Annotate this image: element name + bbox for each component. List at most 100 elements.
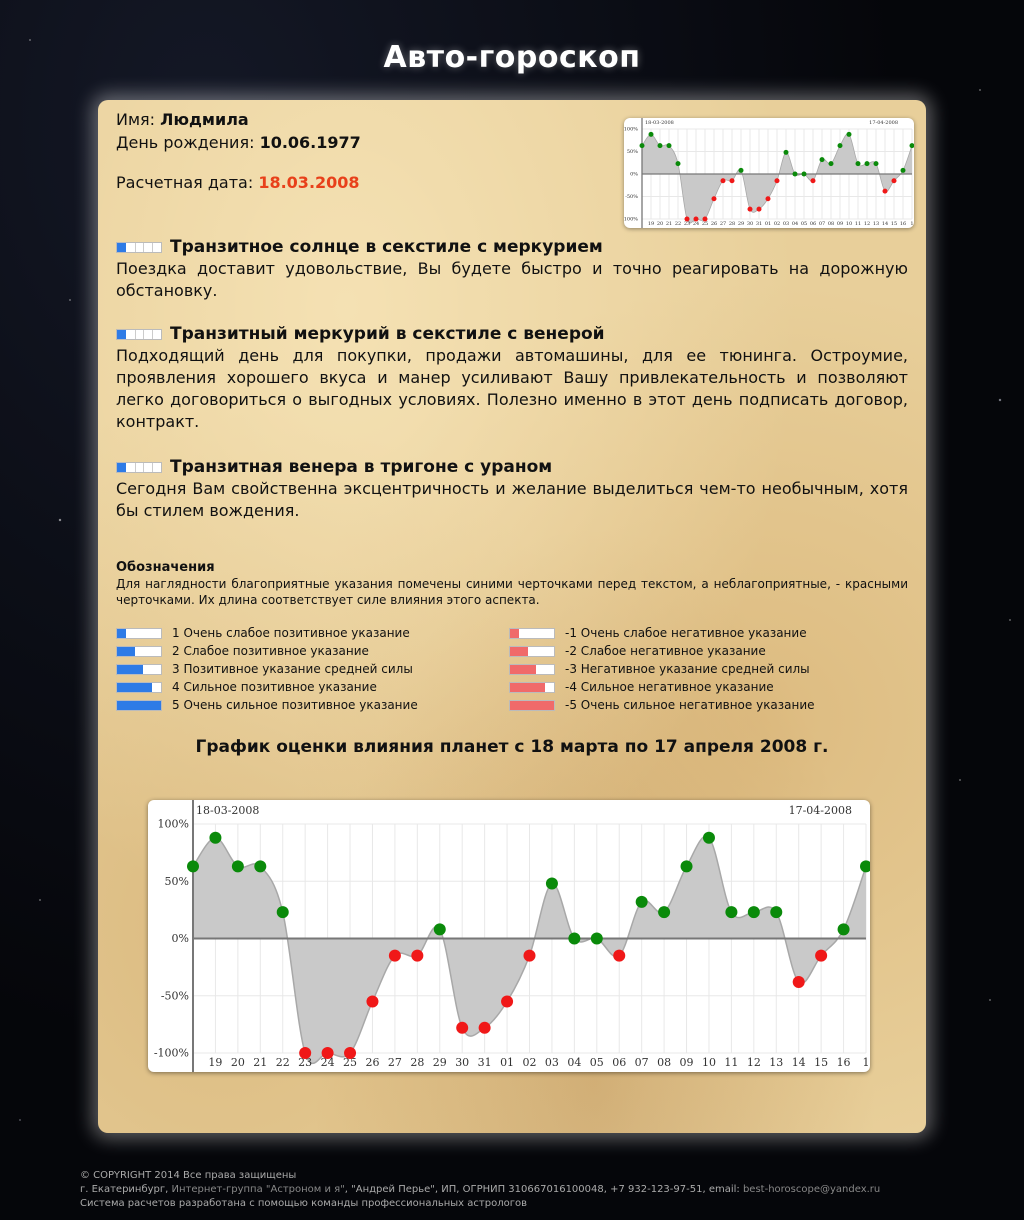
data-point xyxy=(456,1021,469,1034)
data-point xyxy=(702,216,708,222)
data-point xyxy=(828,161,834,167)
data-point xyxy=(680,860,693,873)
legend-label: 1 Очень слабое позитивное указание xyxy=(172,626,410,640)
x-tick-label: 14 xyxy=(792,1056,806,1069)
aspect-title: Транзитное солнце в секстиле с меркурием xyxy=(170,237,603,257)
x-tick-label: 09 xyxy=(837,221,843,227)
strength-indicator xyxy=(509,681,555,693)
x-tick-label: 26 xyxy=(365,1056,379,1069)
x-tick-label: 02 xyxy=(523,1056,537,1069)
strength-indicator xyxy=(116,681,162,693)
x-tick-label: 08 xyxy=(657,1056,671,1069)
x-tick-label: 26 xyxy=(711,221,717,227)
legend-description: Для наглядности благоприятные указания п… xyxy=(116,577,908,607)
site-title: Авто-гороскоп xyxy=(383,40,641,75)
data-point xyxy=(613,949,626,962)
x-tick-label: 30 xyxy=(455,1056,469,1069)
data-point xyxy=(433,923,446,936)
x-tick-label: 13 xyxy=(769,1056,783,1069)
x-tick-label: 25 xyxy=(702,221,708,227)
start-date-label: 18-03-2008 xyxy=(196,804,259,817)
data-point xyxy=(837,923,850,936)
data-point xyxy=(478,1021,491,1034)
mini-chart[interactable]: 100% 50% 0% -50% -100% 1920212223242526272829… xyxy=(624,118,914,228)
end-date-label: 17-04-2008 xyxy=(869,120,898,126)
data-point xyxy=(792,171,798,177)
aspect-2: Транзитный меркурий в секстиле с венерой… xyxy=(116,323,908,433)
data-point xyxy=(900,167,906,173)
data-point xyxy=(815,949,828,962)
data-point xyxy=(891,178,897,184)
y-tick-label: -100% xyxy=(154,1047,189,1060)
calc-row: Расчетная дата: 18.03.2008 xyxy=(116,173,360,192)
influence-chart[interactable]: 100% 50% 0% -50% -100% 19 20 21 22 23 24 25 26 27 28 29… xyxy=(148,800,870,1072)
data-point xyxy=(545,877,558,890)
start-date-label: 18-03-2008 xyxy=(645,120,674,126)
horoscope-panel: Имя: Людмила День рождения: 10.06.1977 Р… xyxy=(98,100,926,1133)
strength-indicator xyxy=(116,627,162,639)
data-point xyxy=(635,895,648,908)
calc-date: 18.03.2008 xyxy=(258,173,360,192)
x-tick-label: 29 xyxy=(738,221,744,227)
strength-indicator xyxy=(509,699,555,711)
company-link[interactable]: Интернет-группа "Астроном и я" xyxy=(171,1184,345,1195)
x-tick-label: 06 xyxy=(612,1056,626,1069)
legend-row: 3 Позитивное указание средней силы xyxy=(116,660,496,678)
x-tick-label: 31 xyxy=(756,221,762,227)
x-tick-label: 11 xyxy=(855,221,861,227)
person-name: Людмила xyxy=(160,110,249,129)
data-point xyxy=(639,143,645,149)
legend-row: -3 Негативное указание средней силы xyxy=(509,660,889,678)
data-point xyxy=(738,167,744,173)
x-tick-label: 23 xyxy=(298,1056,312,1069)
birth-date: 10.06.1977 xyxy=(259,133,361,152)
aspect-3: Транзитная венера в тригоне с ураном Сег… xyxy=(116,456,908,522)
data-point xyxy=(209,831,222,844)
x-tick-label: 28 xyxy=(729,221,735,227)
data-point xyxy=(711,196,717,202)
x-tick-label: 24 xyxy=(693,221,699,227)
x-tick-label: 07 xyxy=(819,221,825,227)
data-point xyxy=(855,161,861,167)
x-tick-label: 23 xyxy=(684,221,690,227)
email-link[interactable]: best-horoscope@yandex.ru xyxy=(742,1184,881,1195)
x-tick-label: 06 xyxy=(810,221,816,227)
x-tick-label: 19 xyxy=(648,221,654,227)
strength-indicator xyxy=(509,627,555,639)
aspect-1: Транзитное солнце в секстиле с меркурием… xyxy=(116,236,908,302)
strength-indicator xyxy=(509,645,555,657)
name-row: Имя: Людмила xyxy=(116,110,249,129)
x-tick-label: 27 xyxy=(720,221,726,227)
graph-caption: График оценки влияния планет с 18 марта … xyxy=(195,737,829,757)
data-point xyxy=(864,161,870,167)
data-point xyxy=(366,995,379,1008)
data-point xyxy=(801,171,807,177)
data-point xyxy=(675,161,681,167)
x-tick-label: 12 xyxy=(747,1056,761,1069)
data-point xyxy=(720,178,726,184)
legend-positive: 1 Очень слабое позитивное указание 2 Сла… xyxy=(116,624,496,714)
data-point xyxy=(909,143,914,149)
legend-label: -2 Слабое негативное указание xyxy=(565,644,766,658)
x-tick-label: 24 xyxy=(321,1056,335,1069)
data-point xyxy=(702,831,715,844)
end-date-label: 17-04-2008 xyxy=(789,804,852,817)
name-label: Имя: xyxy=(116,110,156,129)
influence-chart-svg: 100% 50% 0% -50% -100% 19 20 21 22 23 24 25 26 27 28 29… xyxy=(154,800,870,1072)
y-tick-label: 100% xyxy=(158,818,189,831)
x-tick-label: 31 xyxy=(478,1056,492,1069)
birth-label: День рождения: xyxy=(116,133,255,152)
legend-label: 5 Очень сильное позитивное указание xyxy=(172,698,418,712)
data-point xyxy=(860,860,870,873)
x-tick-label: 11 xyxy=(724,1056,738,1069)
y-tick-label: 0% xyxy=(172,932,189,945)
x-tick-label: 07 xyxy=(635,1056,649,1069)
data-point xyxy=(299,1047,312,1059)
strength-indicator xyxy=(116,461,162,473)
data-point xyxy=(783,149,789,155)
y-tick-label: 50% xyxy=(627,149,638,155)
mini-chart-svg: 100% 50% 0% -50% -100% 1920212223242526272829… xyxy=(624,118,914,228)
data-point xyxy=(590,932,603,945)
strength-indicator xyxy=(116,645,162,657)
x-tick-label: 08 xyxy=(828,221,834,227)
